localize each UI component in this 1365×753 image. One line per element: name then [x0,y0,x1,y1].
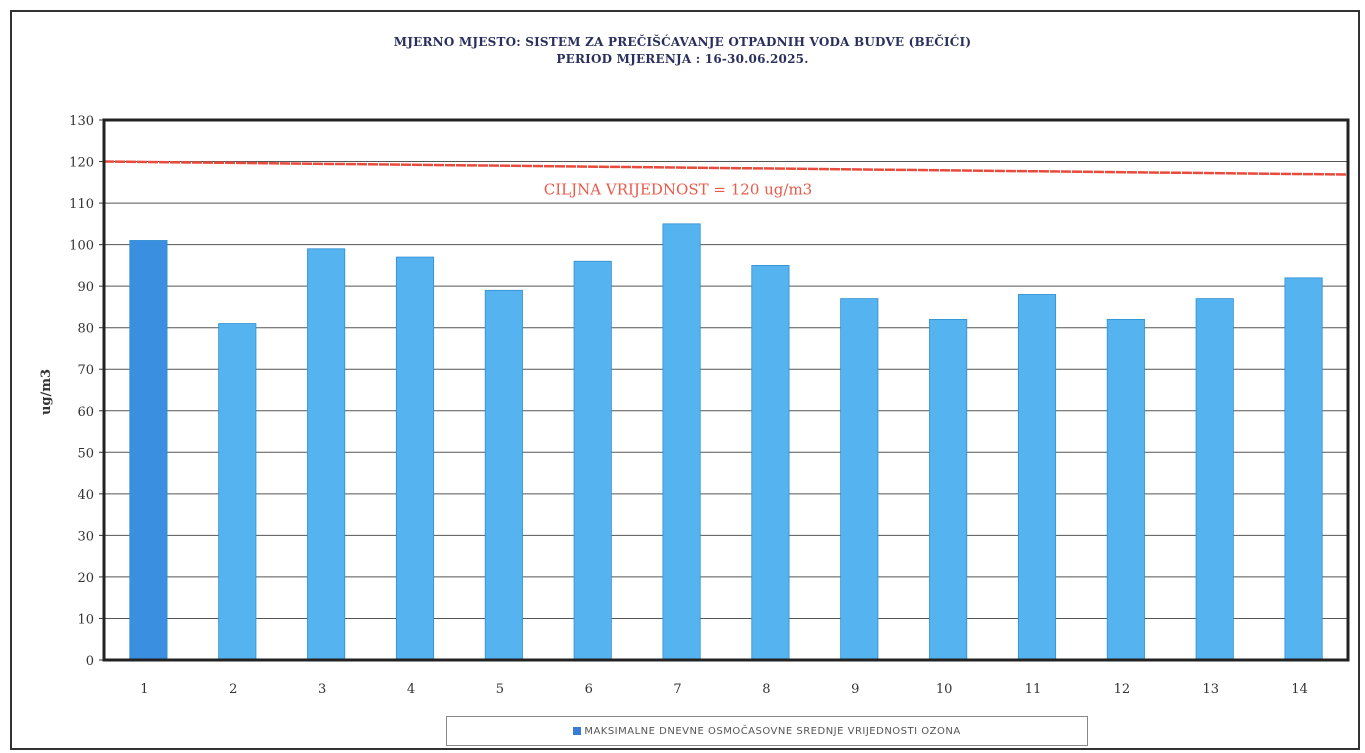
y-tick-label: 90 [77,280,94,295]
y-axis-label: ug/m3 [39,369,54,415]
x-tick-label: 2 [229,682,237,697]
bar-1 [129,240,168,661]
y-tick-label: 110 [69,197,94,212]
x-tick-label: 11 [1025,682,1042,697]
bar-8 [751,264,790,661]
y-tick-label: 0 [86,654,94,669]
bar-4 [395,256,435,661]
x-tick-label: 4 [407,682,415,697]
x-tick-label: 1 [140,682,148,697]
y-tick-label: 10 [77,612,94,627]
legend-swatch [573,727,582,735]
bar-13 [1195,298,1234,661]
bar-10 [929,318,968,661]
chart-title: MJERNO MJESTO: SISTEM ZA PREČIŠĆAVANJE O… [393,35,972,49]
bar-12 [1106,318,1145,661]
y-tick-label: 40 [77,488,94,503]
x-tick-label: 6 [585,682,593,697]
legend-label: MAKSIMALNE DNEVNE OSMOČASOVNE SREDNJE VR… [584,725,961,737]
y-tick-label: 100 [69,239,94,254]
target-line [103,160,1349,176]
chart-legend: MAKSIMALNE DNEVNE OSMOČASOVNE SREDNJE VR… [446,716,1088,746]
plot-background [104,120,1348,660]
y-tick-label: 120 [69,156,94,171]
y-tick-label: 50 [77,446,94,461]
bar-14 [1284,277,1323,661]
y-tick-label: 30 [77,529,94,544]
y-tick-label: 20 [77,571,94,586]
x-tick-label: 14 [1291,682,1308,697]
bar-6 [573,260,612,661]
x-tick-label: 12 [1114,682,1131,697]
bar-5 [484,289,523,661]
x-tick-label: 7 [673,682,681,697]
bar-9 [840,298,879,661]
plot-border [102,118,1350,662]
target-label: CILJNA VRIJEDNOST = 120 ug/m3 [544,181,812,199]
x-tick-label: 13 [1202,682,1219,697]
y-tick-label: 70 [77,363,94,378]
y-tick-label: 80 [77,322,94,337]
bar-3 [307,248,346,661]
y-tick-label: 130 [69,114,94,129]
x-tick-label: 5 [496,682,504,697]
x-tick-label: 10 [936,682,953,697]
y-tick-label: 60 [77,405,94,420]
bar-7 [662,223,701,661]
x-tick-label: 3 [318,682,326,697]
x-tick-label: 9 [851,682,859,697]
bar-11 [1017,294,1057,661]
bar-2 [218,323,257,661]
x-tick-label: 8 [762,682,770,697]
chart-subtitle: PERIOD MJERENJA : 16-30.06.2025. [556,52,809,66]
